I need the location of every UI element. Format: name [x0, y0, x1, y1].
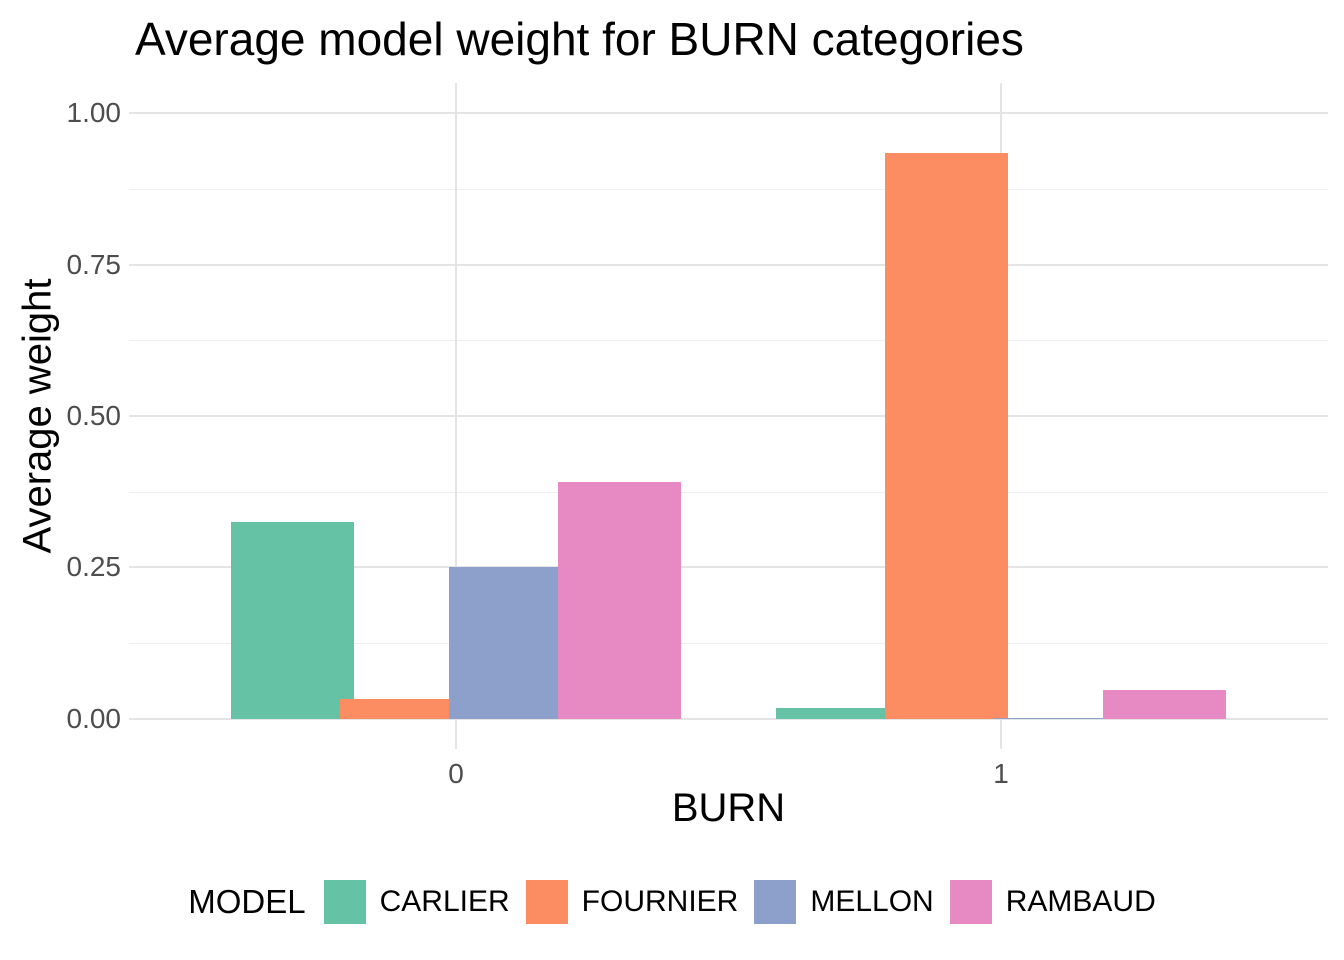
legend-label: RAMBAUD [1005, 885, 1156, 918]
gridline-minor-y [129, 643, 1328, 645]
legend-title: MODEL [188, 883, 306, 920]
gridline-major-y [129, 717, 1328, 720]
y-tick-label: 0.00 [66, 702, 122, 734]
legend-swatch-mellon [754, 880, 797, 924]
bar-fournier-burn0 [340, 698, 463, 719]
legend-swatch-fournier [525, 880, 568, 924]
legend-item-rambaud: RAMBAUD [949, 880, 1156, 924]
legend-item-carlier: CARLIER [323, 880, 510, 924]
gridline-major-y [129, 263, 1328, 266]
x-axis-title: BURN [671, 786, 786, 830]
legend-item-fournier: FOURNIER [525, 880, 739, 924]
bar-mellon-burn1 [994, 717, 1117, 719]
legend-label: FOURNIER [581, 885, 739, 918]
gridline-minor-y [129, 340, 1328, 342]
bar-carlier-burn0 [231, 521, 354, 719]
bar-fournier-burn1 [885, 153, 1008, 719]
legend: MODEL CARLIER FOURNIER MELLON RAMBAUD [0, 880, 1344, 924]
x-tick-label: 1 [993, 758, 1009, 789]
y-tick-label: 0.25 [66, 551, 122, 583]
y-tick-label: 0.75 [66, 248, 122, 280]
y-axis-title: Average weight [15, 278, 60, 554]
y-tick-label: 1.00 [66, 97, 122, 129]
bar-rambaud-burn1 [1103, 689, 1226, 719]
bar-carlier-burn1 [776, 707, 899, 719]
gridline-minor-y [129, 188, 1328, 190]
gridline-major-y [129, 566, 1328, 569]
bar-rambaud-burn0 [558, 481, 681, 719]
gridline-major-y [129, 415, 1328, 417]
gridline-major-x [455, 83, 457, 749]
chart-title: Average model weight for BURN categories [135, 13, 1024, 65]
gridline-minor-y [129, 491, 1328, 493]
bar-mellon-burn0 [449, 566, 572, 719]
y-tick-label: 0.50 [66, 400, 122, 431]
gridline-major-y [129, 112, 1328, 115]
legend-label: MELLON [810, 885, 934, 918]
x-tick-label: 0 [448, 758, 464, 789]
legend-swatch-carlier [323, 880, 366, 924]
legend-item-mellon: MELLON [754, 880, 934, 924]
legend-items: CARLIER FOURNIER MELLON RAMBAUD [323, 880, 1156, 924]
legend-swatch-rambaud [949, 880, 992, 924]
plot-panel [129, 83, 1328, 749]
legend-label: CARLIER [379, 885, 510, 918]
